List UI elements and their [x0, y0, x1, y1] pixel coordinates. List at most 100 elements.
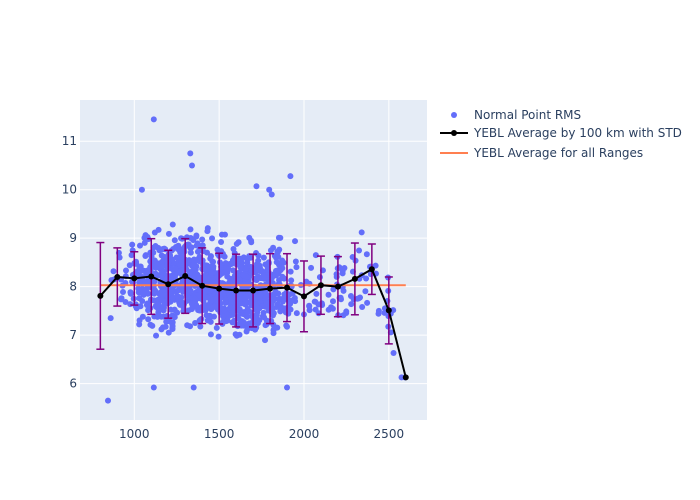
- scatter-point: [179, 253, 186, 260]
- scatter-point: [293, 310, 300, 317]
- scatter-point: [185, 278, 192, 285]
- scatter-point: [179, 267, 186, 274]
- scatter-point: [215, 333, 222, 340]
- scatter-point: [178, 235, 185, 242]
- legend-item-average[interactable]: YEBL Average by 100 km with STD: [440, 126, 682, 140]
- average-point: [368, 266, 375, 273]
- scatter-point: [243, 313, 250, 320]
- scatter-point: [236, 306, 243, 313]
- scatter-point: [140, 288, 147, 295]
- scatter-point: [190, 267, 197, 274]
- scatter-point: [193, 232, 200, 239]
- scatter-point: [127, 301, 134, 308]
- y-tick-label: 6: [69, 377, 77, 391]
- scatter-point: [241, 319, 248, 326]
- scatter-point: [203, 312, 210, 319]
- scatter-point: [356, 247, 363, 254]
- scatter-point: [159, 292, 166, 299]
- scatter-point: [241, 295, 248, 302]
- scatter-point: [155, 244, 162, 251]
- scatter-point: [269, 309, 276, 316]
- y-tick-label: 8: [69, 280, 77, 294]
- scatter-point: [279, 257, 286, 264]
- scatter-point: [202, 288, 209, 295]
- scatter-point: [155, 301, 162, 308]
- scatter-point: [224, 273, 231, 280]
- scatter-point: [318, 300, 325, 307]
- scatter-point: [197, 323, 204, 330]
- scatter-point: [363, 251, 370, 258]
- scatter-point: [153, 332, 160, 339]
- scatter-point: [136, 279, 143, 286]
- scatter-point: [253, 250, 260, 257]
- scatter-point: [135, 286, 142, 293]
- scatter-point: [165, 230, 172, 237]
- scatter-point: [222, 299, 229, 306]
- scatter-point: [230, 246, 237, 253]
- scatter-point: [192, 295, 199, 302]
- scatter-point: [169, 221, 176, 228]
- average-point: [402, 374, 409, 381]
- average-point: [233, 287, 240, 294]
- average-point: [317, 282, 324, 289]
- scatter-point: [209, 258, 216, 265]
- scatter-point: [141, 239, 148, 246]
- scatter-point: [316, 274, 323, 281]
- scatter-point: [235, 301, 242, 308]
- scatter-point: [240, 272, 247, 279]
- average-point: [97, 292, 104, 299]
- x-tick-label: 2000: [289, 427, 320, 441]
- scatter-point: [136, 264, 143, 271]
- scatter-point: [221, 231, 228, 238]
- scatter-point: [155, 226, 162, 233]
- scatter-point: [230, 267, 237, 274]
- y-axis-ticks: 6 7 8 9 10 11: [62, 134, 77, 390]
- legend-label-overall: YEBL Average for all Ranges: [473, 146, 643, 160]
- scatter-point: [253, 183, 260, 190]
- scatter-point: [139, 313, 146, 320]
- scatter-point: [390, 350, 397, 357]
- average-point: [385, 307, 392, 314]
- scatter-point: [162, 323, 169, 330]
- scatter-point: [141, 234, 148, 241]
- scatter-point: [129, 241, 136, 248]
- scatter-point: [128, 252, 135, 259]
- scatter-point: [218, 239, 225, 246]
- scatter-point: [227, 304, 234, 311]
- scatter-point: [185, 307, 192, 314]
- scatter-point: [120, 288, 127, 295]
- scatter-point: [187, 287, 194, 294]
- scatter-point: [174, 293, 181, 300]
- scatter-point: [362, 288, 369, 295]
- legend-label-scatter: Normal Point RMS: [474, 108, 581, 122]
- scatter-point: [195, 292, 202, 299]
- scatter-point: [150, 116, 157, 123]
- scatter-point: [256, 294, 263, 301]
- legend-label-average: YEBL Average by 100 km with STD: [473, 126, 682, 140]
- scatter-point: [227, 295, 234, 302]
- scatter-point: [261, 314, 268, 321]
- scatter-point: [308, 264, 315, 271]
- scatter-point: [104, 397, 111, 404]
- scatter-point: [292, 258, 299, 265]
- average-point: [199, 282, 206, 289]
- legend-item-overall[interactable]: YEBL Average for all Ranges: [440, 146, 643, 160]
- scatter-point: [219, 318, 226, 325]
- scatter-point: [203, 249, 210, 256]
- scatter-point: [306, 302, 313, 309]
- scatter-point: [313, 290, 320, 297]
- scatter-point: [286, 291, 293, 298]
- legend-item-scatter[interactable]: Normal Point RMS: [451, 108, 581, 122]
- scatter-point: [149, 278, 156, 285]
- scatter-point: [188, 244, 195, 251]
- average-markers: [97, 266, 409, 381]
- scatter-point: [165, 329, 172, 336]
- scatter-point: [190, 261, 197, 268]
- scatter-point: [343, 309, 350, 316]
- scatter-point: [225, 289, 232, 296]
- scatter-point: [154, 313, 161, 320]
- scatter-point: [279, 265, 286, 272]
- scatter-point: [136, 242, 143, 249]
- scatter-point: [160, 253, 167, 260]
- scatter-point: [191, 256, 198, 263]
